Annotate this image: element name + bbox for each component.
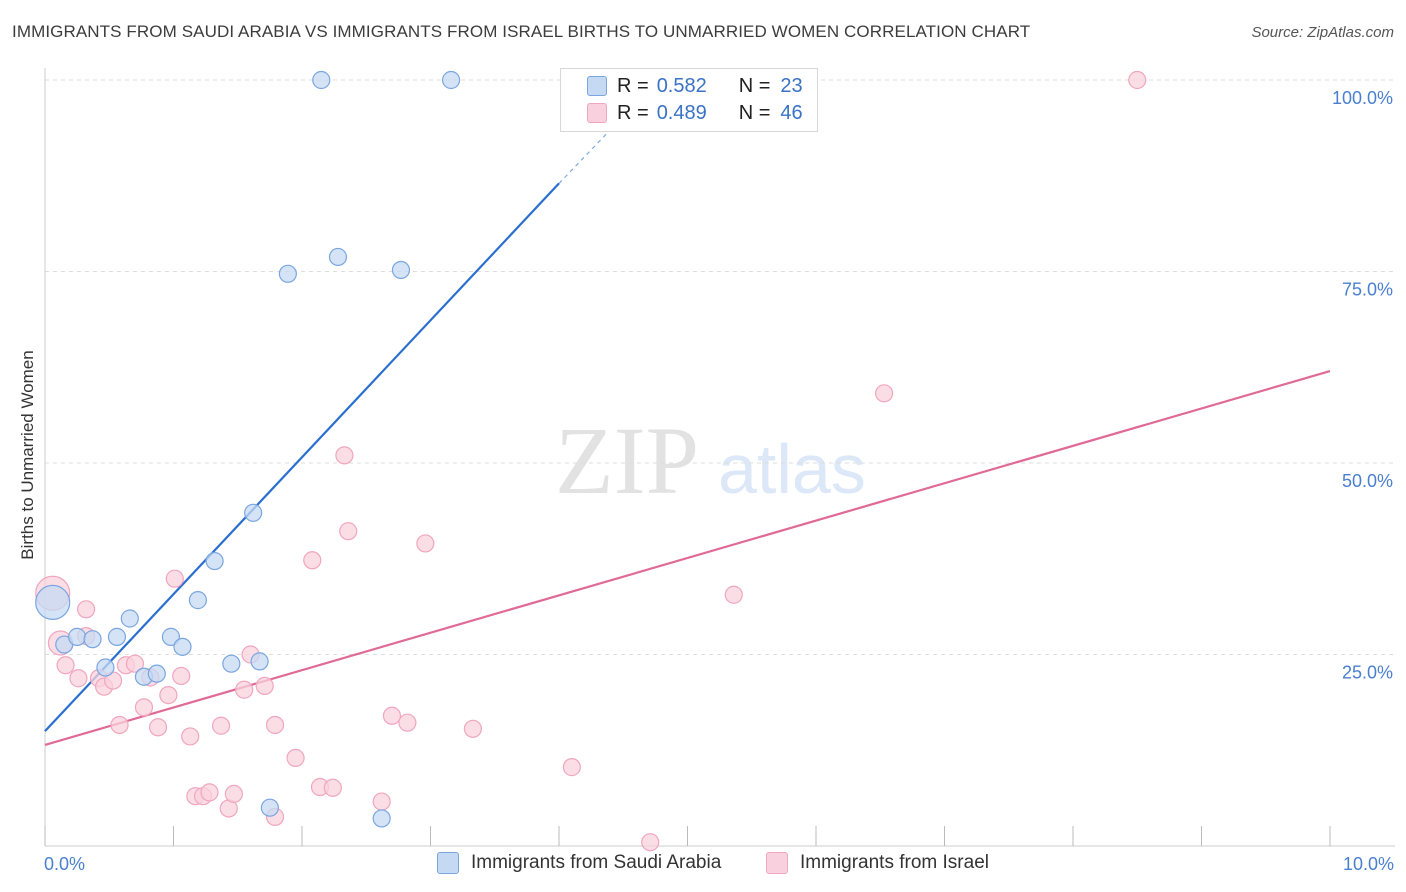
data-point-israel [211, 716, 231, 735]
y-tick-label: 100.0% [1332, 88, 1393, 108]
y-tick-label: 75.0% [1342, 280, 1393, 300]
x-tick-label: 10.0% [1343, 854, 1394, 874]
y-tick-label: 25.0% [1342, 663, 1393, 683]
data-point-saudi-arabia [120, 609, 139, 628]
legend-r-label: R = [617, 101, 649, 124]
data-point-israel [77, 600, 96, 619]
series-label-saudi-arabia: Immigrants from Saudi Arabia [471, 852, 722, 873]
data-point-israel [875, 384, 894, 403]
data-point-israel [224, 784, 243, 804]
data-point-saudi-arabia [441, 70, 461, 90]
series-label-israel: Immigrants from Israel [800, 852, 989, 873]
data-point-saudi-arabia [372, 809, 391, 828]
x-tick-label: 0.0% [44, 854, 85, 874]
series-swatch-israel [766, 852, 788, 874]
data-point-israel [323, 778, 342, 797]
data-point-israel [382, 706, 402, 725]
watermark-atlas: atlas [718, 430, 866, 508]
data-point-israel [134, 698, 154, 717]
data-point-israel [641, 833, 660, 852]
correlation-legend: R = 0.582 N = 23 R = 0.489 N = 46 [560, 68, 818, 132]
data-point-israel [125, 654, 145, 673]
legend-r-value: 0.489 [656, 101, 707, 124]
data-point-israel [181, 727, 200, 746]
legend-row-israel: R = 0.489 N = 46 [587, 101, 803, 125]
series-swatch-saudi-arabia [437, 852, 459, 874]
source-label: Source: ZipAtlas.com [1251, 24, 1394, 41]
trend-line-saudi-arabia [44, 182, 560, 732]
data-point-saudi-arabia [312, 70, 331, 90]
data-point-saudi-arabia [188, 591, 208, 610]
data-point-israel [265, 715, 285, 735]
trend-line-extension-saudi-arabia [558, 129, 611, 184]
data-point-israel [172, 666, 191, 686]
data-point-israel [339, 522, 358, 541]
data-point-israel [69, 669, 88, 688]
legend-row-saudi-arabia: R = 0.582 N = 23 [587, 74, 803, 98]
y-tick-label: 50.0% [1342, 471, 1393, 491]
data-point-israel [562, 758, 581, 777]
data-point-saudi-arabia [83, 630, 102, 649]
data-point-saudi-arabia [161, 627, 181, 646]
data-point-saudi-arabia [68, 627, 87, 646]
legend-r-label: R = [617, 74, 649, 97]
data-point-saudi-arabia [278, 264, 297, 283]
data-point-saudi-arabia [35, 584, 71, 621]
data-point-saudi-arabia [222, 654, 241, 673]
data-point-israel [165, 569, 184, 588]
data-point-israel [235, 680, 254, 699]
chart-title: IMMIGRANTS FROM SAUDI ARABIA VS IMMIGRAN… [12, 22, 1031, 41]
data-point-saudi-arabia [250, 652, 269, 671]
data-point-israel [416, 534, 435, 553]
legend-n-value: 46 [780, 101, 803, 124]
data-point-israel [1128, 70, 1147, 90]
legend-swatch-saudi-arabia [587, 76, 607, 96]
data-point-israel [303, 551, 322, 570]
data-point-israel [56, 656, 75, 675]
data-point-saudi-arabia [173, 637, 192, 656]
data-point-israel [372, 792, 391, 811]
data-point-israel [148, 718, 168, 737]
data-point-israel [398, 713, 417, 732]
legend-n-value: 23 [780, 74, 803, 97]
data-point-israel [200, 783, 219, 802]
watermark-zip: ZIP [555, 407, 699, 514]
data-point-israel [110, 715, 129, 735]
data-point-israel [463, 719, 483, 738]
legend-swatch-israel [587, 103, 607, 123]
legend-n-label: N = [738, 101, 771, 124]
data-point-israel [724, 585, 743, 604]
data-point-saudi-arabia [328, 247, 348, 267]
data-point-israel [159, 685, 178, 705]
data-point-saudi-arabia [96, 658, 115, 677]
series-legend-israel: Immigrants from Israel [766, 852, 989, 874]
data-point-israel [255, 676, 274, 696]
data-point-saudi-arabia [107, 627, 127, 646]
data-point-saudi-arabia [260, 798, 279, 817]
legend-n-label: N = [738, 74, 771, 97]
data-point-saudi-arabia [147, 664, 166, 683]
legend-r-value: 0.582 [656, 74, 707, 97]
data-point-israel [286, 748, 305, 768]
series-legend-saudi-arabia: Immigrants from Saudi Arabia [437, 852, 721, 874]
data-point-israel [335, 446, 354, 465]
data-point-saudi-arabia [205, 551, 224, 571]
data-point-saudi-arabia [391, 260, 411, 280]
data-point-saudi-arabia [244, 503, 263, 522]
